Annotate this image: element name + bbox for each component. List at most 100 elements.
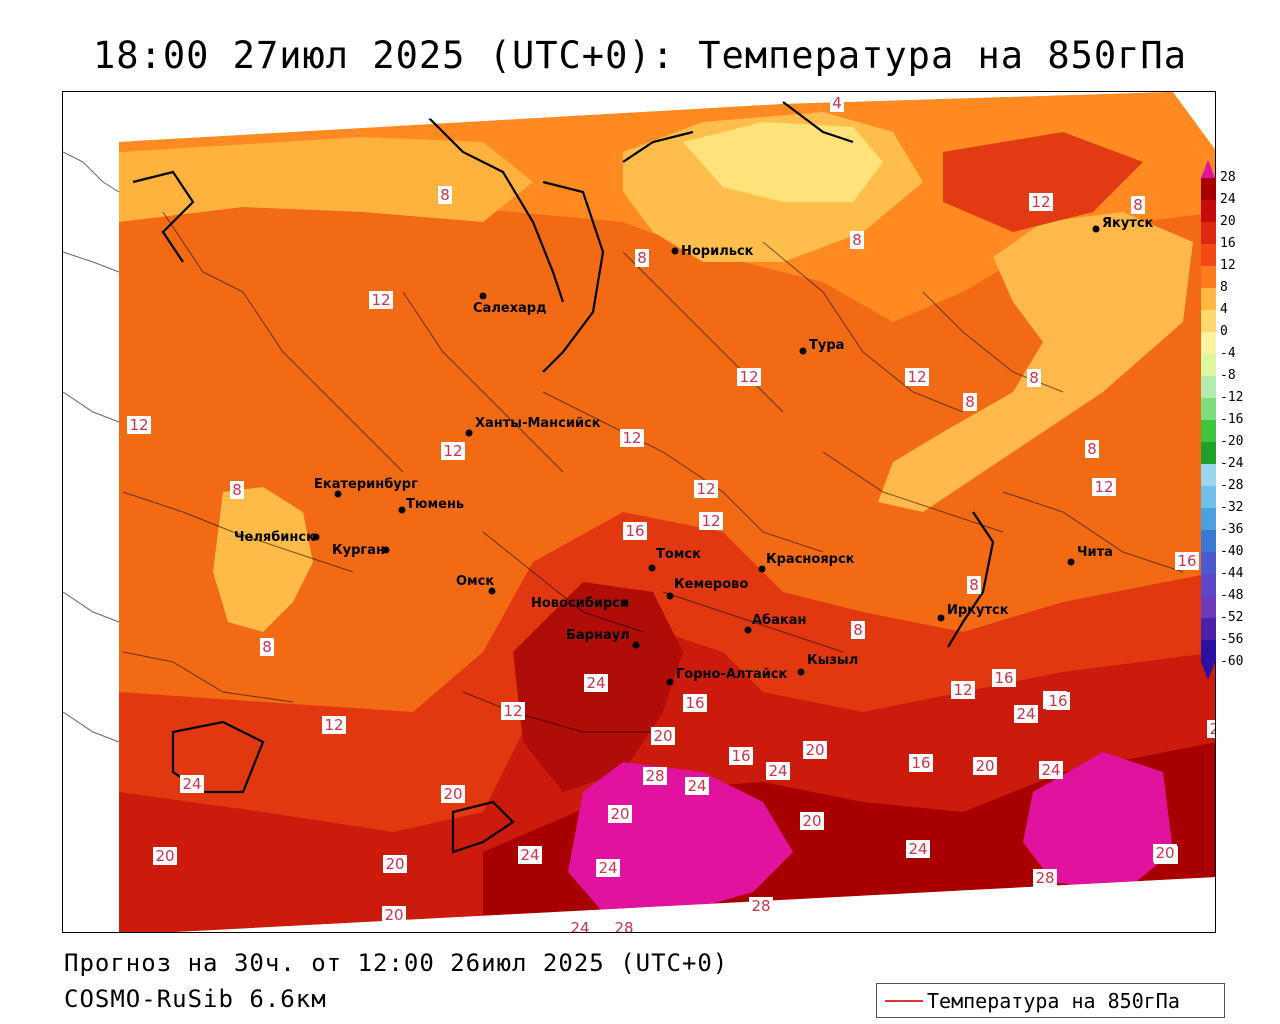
temperature-map: Норильск Якутск Салехард Тура Ханты-Мансийск… xyxy=(62,91,1216,933)
city-marker xyxy=(1092,225,1100,233)
isotherm-label: 12 xyxy=(501,702,525,720)
svg-text:24: 24 xyxy=(1041,761,1060,779)
city-marker xyxy=(632,641,640,649)
isotherm-label: 16 xyxy=(729,747,753,765)
colorbar-tick-label: 12 xyxy=(1220,258,1236,273)
city-label: Новосибирск xyxy=(531,596,629,611)
colorbar-segment xyxy=(1201,596,1216,618)
city-label: Омск xyxy=(456,574,494,589)
colorbar-tick-label: -44 xyxy=(1220,566,1244,581)
svg-text:12: 12 xyxy=(129,416,148,434)
isotherm-label: 24 xyxy=(1039,761,1063,779)
isotherm-label: 20 xyxy=(973,757,997,775)
city-label: Красноярск xyxy=(766,552,855,567)
svg-text:28: 28 xyxy=(614,919,633,933)
svg-text:12: 12 xyxy=(701,512,720,530)
svg-text:20: 20 xyxy=(384,906,403,924)
svg-text:20: 20 xyxy=(443,785,462,803)
isotherm-label: 16 xyxy=(1175,552,1199,570)
city-marker xyxy=(382,546,390,554)
city-label: Челябинск xyxy=(234,530,315,545)
city-label: Томск xyxy=(656,547,701,562)
city-label: Екатеринбург xyxy=(314,477,418,492)
svg-text:20: 20 xyxy=(802,812,821,830)
colorbar-tick-label: 16 xyxy=(1220,236,1236,251)
isotherm-label: 12 xyxy=(699,512,723,530)
isotherm-label: 24 xyxy=(180,775,204,793)
isotherm-label: 12 xyxy=(905,368,929,386)
city-marker xyxy=(312,533,320,541)
isotherm-label: 20 xyxy=(803,741,827,759)
isotherm-label: 8 xyxy=(1131,196,1145,214)
colorbar-top-arrow xyxy=(1201,160,1215,178)
svg-text:24: 24 xyxy=(768,762,787,780)
svg-text:24: 24 xyxy=(687,777,706,795)
city-label: Горно-Алтайск xyxy=(676,667,788,682)
city-marker xyxy=(758,565,766,573)
svg-text:20: 20 xyxy=(1155,844,1174,862)
colorbar-tick-label: -32 xyxy=(1220,500,1244,515)
svg-text:8: 8 xyxy=(852,231,862,249)
city-marker xyxy=(797,668,805,676)
colorbar-tick-label: -48 xyxy=(1220,588,1244,603)
svg-text:12: 12 xyxy=(503,702,522,720)
svg-text:8: 8 xyxy=(853,621,863,639)
isotherm-label: 16 xyxy=(683,694,707,712)
colorbar-tick-label: -8 xyxy=(1220,368,1236,383)
isotherm-label: 12 xyxy=(951,681,975,699)
isotherm-label: 16 xyxy=(623,522,647,540)
svg-text:20: 20 xyxy=(653,727,672,745)
colorbar-segment xyxy=(1201,530,1216,552)
isotherm-label: 28 xyxy=(612,919,636,933)
colorbar-segment xyxy=(1201,310,1216,332)
temp-field-16-ne xyxy=(943,132,1143,232)
isotherm-label: 28 xyxy=(643,767,667,785)
city-marker xyxy=(744,626,752,634)
isotherm-label: 8 xyxy=(963,393,977,411)
city-label: Тура xyxy=(809,338,844,353)
colorbar-tick-label: -36 xyxy=(1220,522,1244,537)
colorbar-segment xyxy=(1201,222,1216,244)
city-label: Ханты-Мансийск xyxy=(475,416,601,431)
isotherm-label: 28 xyxy=(749,897,773,915)
svg-text:28: 28 xyxy=(1209,720,1216,738)
colorbar-segment xyxy=(1201,508,1216,530)
colorbar-bottom-arrow xyxy=(1201,662,1215,680)
svg-text:8: 8 xyxy=(440,186,450,204)
isotherm-label: 24 xyxy=(518,846,542,864)
city-marker xyxy=(799,347,807,355)
city-label: Курган xyxy=(332,543,385,558)
colorbar-tick-label: 28 xyxy=(1220,170,1236,185)
city-marker xyxy=(479,292,487,300)
isotherm-label: 12 xyxy=(322,716,346,734)
colorbar-tick-label: 8 xyxy=(1220,280,1228,295)
svg-text:24: 24 xyxy=(598,859,617,877)
colorbar-segment xyxy=(1201,552,1216,574)
svg-text:24: 24 xyxy=(520,846,539,864)
isotherm-label: 12 xyxy=(127,416,151,434)
colorbar-tick-label: 24 xyxy=(1220,192,1236,207)
temp-field-8-north xyxy=(119,137,533,222)
isotherm-label: 12 xyxy=(737,368,761,386)
isotherm-label: 24 xyxy=(584,674,608,692)
colorbar-segment xyxy=(1201,420,1216,442)
svg-text:24: 24 xyxy=(570,919,589,933)
colorbar-tick-label: 0 xyxy=(1220,324,1228,339)
svg-text:28: 28 xyxy=(1035,869,1054,887)
city-label: Норильск xyxy=(681,244,754,259)
colorbar-tick-label: -56 xyxy=(1220,632,1244,647)
city-label: Кемерово xyxy=(674,577,748,592)
isotherm-label: 28 xyxy=(1207,720,1216,738)
temp-field-28-east xyxy=(1023,752,1173,892)
isotherm-label: 20 xyxy=(153,847,177,865)
temp-field-0-taimyr xyxy=(683,122,883,202)
isotherm-label: 20 xyxy=(608,805,632,823)
svg-text:28: 28 xyxy=(751,897,770,915)
isotherm-label: 8 xyxy=(967,576,981,594)
isotherm-label: 8 xyxy=(850,231,864,249)
colorbar-segment xyxy=(1201,640,1216,662)
temp-field-8-ural xyxy=(213,487,313,632)
isotherm-label: 24 xyxy=(906,840,930,858)
isotherm-label: 4 xyxy=(830,94,844,112)
isotherm-label: 12 xyxy=(620,429,644,447)
